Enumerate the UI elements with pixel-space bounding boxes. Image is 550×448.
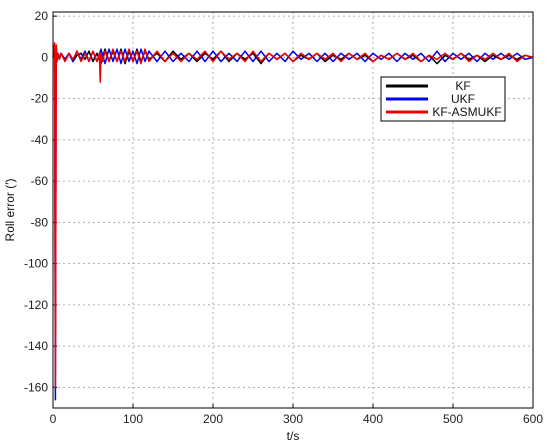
- series-line-kf-asmukf: [52, 42, 534, 389]
- series-lines: [52, 42, 534, 401]
- y-tick-label: -20: [31, 92, 49, 106]
- y-tick-label: 0: [41, 50, 48, 64]
- y-tick-label: -40: [31, 133, 49, 147]
- legend-label-ukf: UKF: [451, 92, 475, 106]
- y-tick-label: -60: [31, 174, 49, 188]
- legend: KF UKF KF-ASMUKF: [380, 76, 506, 122]
- x-tick-label: 0: [50, 412, 57, 426]
- legend-label-kf: KF: [455, 79, 470, 93]
- y-tick-label: -120: [24, 298, 48, 312]
- y-tick-label: -140: [24, 339, 48, 353]
- y-tick-label: -100: [24, 257, 48, 271]
- x-tick-label: 100: [123, 412, 143, 426]
- y-tick-label: 20: [35, 9, 49, 23]
- plot-frame: [52, 11, 534, 409]
- y-tick-label: -160: [24, 380, 48, 394]
- grid-lines: [52, 12, 534, 408]
- x-tick-label: 500: [443, 412, 463, 426]
- x-axis-label: t/s: [287, 429, 300, 443]
- x-tick-label: 600: [523, 412, 543, 426]
- y-tick-label: -80: [31, 215, 49, 229]
- x-tick-label: 300: [283, 412, 303, 426]
- tick-labels: 0 100 200 300 400 500 600200-20-40-60-80-100-1…: [24, 9, 543, 426]
- x-tick-label: 200: [203, 412, 223, 426]
- x-tick-label: 400: [363, 412, 383, 426]
- y-axis-label: Roll error (′): [3, 179, 17, 242]
- series-line-ukf: [52, 46, 534, 401]
- legend-label-kf-asmukf: KF-ASMUKF: [432, 105, 501, 119]
